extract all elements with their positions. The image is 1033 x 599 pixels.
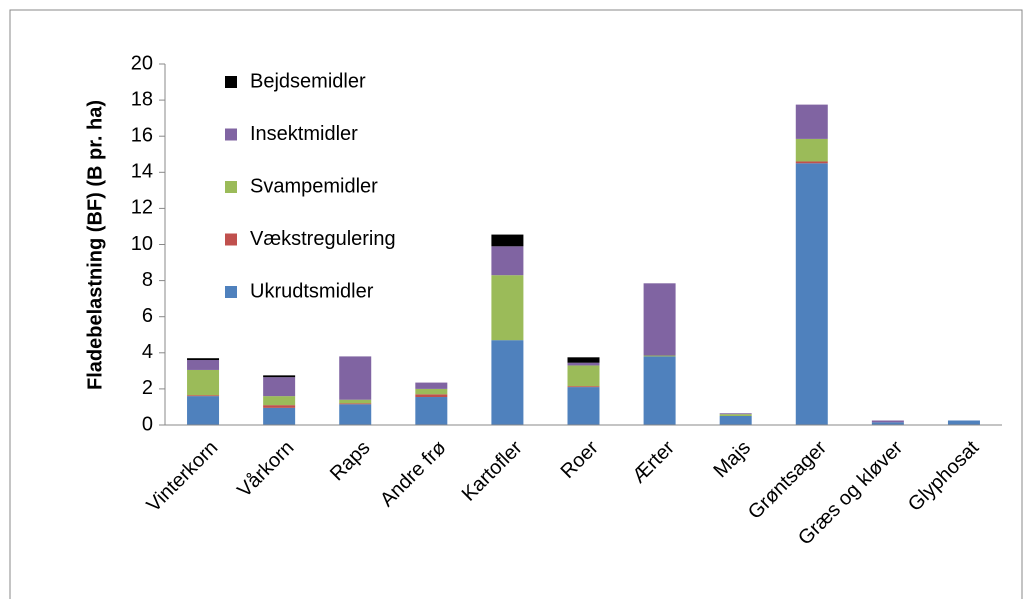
bar-segment	[643, 283, 676, 356]
bar-segment	[263, 407, 296, 425]
legend-swatch	[225, 76, 237, 88]
legend-label: Bejdsemidler	[250, 70, 366, 92]
bar-segment	[491, 275, 524, 341]
bar-segment	[567, 386, 600, 388]
bar-segment	[795, 138, 828, 162]
x-tick-label: Glyphosat	[904, 436, 984, 516]
legend-label: Insektmidler	[250, 123, 358, 145]
bar-segment	[871, 422, 904, 425]
bar-segment	[947, 420, 980, 425]
bar-segment	[643, 355, 676, 357]
bar-segment	[491, 234, 524, 247]
bar-segment	[187, 358, 220, 361]
x-tick-label: Vårkorn	[233, 437, 298, 502]
chart-frame	[9, 9, 1023, 599]
bar-segment	[567, 362, 600, 366]
bar-segment	[643, 356, 676, 425]
bar-segment	[415, 397, 448, 425]
bar-segment	[339, 399, 372, 404]
bar-segment	[795, 163, 828, 425]
y-tick-label: 16	[131, 124, 153, 146]
y-tick-label: 10	[131, 233, 153, 255]
bar-segment	[339, 356, 372, 400]
bar-segment	[339, 404, 372, 425]
legend-swatch	[225, 128, 237, 141]
bar-segment	[263, 405, 296, 408]
x-tick-label: Vinterkorn	[143, 437, 223, 517]
bar-segment	[719, 414, 752, 416]
y-tick-label: 4	[142, 341, 153, 363]
x-tick-label: Raps	[326, 437, 375, 486]
x-tick-label: Andre frø	[376, 437, 451, 512]
legend-swatch	[225, 181, 237, 193]
x-tick-label: Majs	[710, 437, 755, 482]
y-tick-label: 8	[142, 269, 153, 291]
legend-swatch	[225, 233, 237, 246]
y-tick-label: 0	[142, 413, 153, 435]
bar-segment	[415, 388, 448, 395]
bar-segment	[339, 403, 372, 405]
bar-segment	[187, 396, 220, 425]
legend-label: Ukrudtsmidler	[250, 280, 374, 302]
y-tick-label: 14	[131, 161, 153, 183]
bar-segment	[187, 369, 220, 396]
bar-segment	[415, 394, 448, 398]
bar-segment	[871, 420, 904, 423]
bar-segment	[415, 382, 448, 389]
legend-label: Vækstregulering	[250, 228, 396, 250]
y-tick-label: 12	[131, 197, 153, 219]
y-axis-title: Fladebelastning (BF) (B pr. ha)	[84, 100, 106, 390]
bar-segment	[263, 377, 296, 397]
bar-segment	[491, 246, 524, 276]
bar-segment	[795, 104, 828, 139]
legend-swatch	[225, 286, 237, 298]
bar-segment	[263, 375, 296, 378]
bar-segment	[795, 161, 828, 164]
y-tick-label: 18	[131, 88, 153, 110]
bar-segment	[567, 365, 600, 387]
bar-segment	[719, 413, 752, 415]
bar-segment	[187, 360, 220, 370]
bar-segment	[187, 395, 220, 397]
y-tick-label: 6	[142, 305, 153, 327]
x-tick-label: Roer	[557, 436, 603, 482]
legend-label: Svampemidler	[250, 175, 378, 197]
y-tick-label: 2	[142, 377, 153, 399]
bar-segment	[567, 387, 600, 425]
y-tick-label: 20	[131, 52, 153, 74]
bar-segment	[491, 340, 524, 425]
x-tick-label: Kartofler	[458, 436, 527, 505]
bar-segment	[719, 415, 752, 425]
bar-segment	[567, 357, 600, 363]
bar-segment	[263, 396, 296, 406]
x-tick-label: Ærter	[628, 436, 679, 487]
